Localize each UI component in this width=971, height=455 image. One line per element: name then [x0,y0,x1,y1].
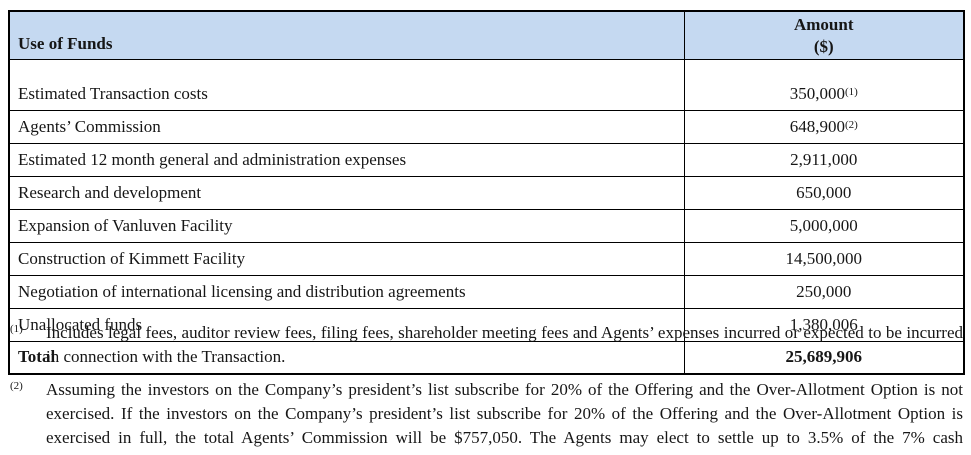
footnote-2-text: Assuming the investors on the Company’s … [46,380,963,455]
row-amount: 250,000 [683,275,965,309]
row-label: Agents’ Commission [8,110,685,144]
row-amount: 650,000 [683,176,965,210]
amount-header-line2: ($) [813,36,834,56]
row-label: Unallocated funds [8,308,685,342]
footnote-2-marker: (2) [10,380,23,392]
amount-value: 648,900 [789,116,845,136]
row-amount: 14,500,000 [683,242,965,276]
row-label: Negotiation of international licensing a… [8,275,685,309]
footnote-1-text: Includes legal fees, auditor review fees… [46,323,963,366]
row-amount: 5,000,000 [683,209,965,243]
table-row: Unallocated funds 1,380,006 [8,308,965,342]
total-amount: 25,689,906 [683,341,965,375]
table-row: Expansion of Vanluven Facility 5,000,000 [8,209,965,243]
row-label: Estimated Transaction costs [8,59,685,111]
footnote-1-marker: (1) [10,323,23,335]
row-amount: 648,900(2) [683,110,965,144]
table-row: Research and development 650,000 [8,176,965,210]
column-header-use-of-funds: Use of Funds [8,10,685,60]
total-label: Total [8,341,685,375]
row-label: Construction of Kimmett Facility [8,242,685,276]
footnotes-section: (1) Includes legal fees, auditor review … [10,321,963,455]
column-header-amount: Amount ($) [683,10,965,60]
amount-header-line1: Amount [793,15,854,35]
table-row: Negotiation of international licensing a… [8,275,965,309]
table-row: Estimated 12 month general and administr… [8,143,965,177]
row-label: Expansion of Vanluven Facility [8,209,685,243]
use-of-funds-table: Use of Funds Amount ($) Estimated Transa… [8,10,965,375]
footnote-2: (2) Assuming the investors on the Compan… [10,378,963,455]
table-total-row: Total 25,689,906 [8,341,965,375]
table-row: Construction of Kimmett Facility 14,500,… [8,242,965,276]
footnote-ref-1: (1) [844,86,858,98]
row-amount: 2,911,000 [683,143,965,177]
row-label: Research and development [8,176,685,210]
footnote-1: (1) Includes legal fees, auditor review … [10,321,963,369]
amount-value: 350,000 [789,84,845,103]
row-label: Estimated 12 month general and administr… [8,143,685,177]
table-row: Agents’ Commission 648,900(2) [8,110,965,144]
row-amount: 1,380,006 [683,308,965,342]
table-row: Estimated Transaction costs 350,000(1) [8,59,965,111]
table-header-row: Use of Funds Amount ($) [8,10,965,60]
row-amount: 350,000(1) [683,59,965,111]
footnote-ref-2: (2) [844,118,858,131]
